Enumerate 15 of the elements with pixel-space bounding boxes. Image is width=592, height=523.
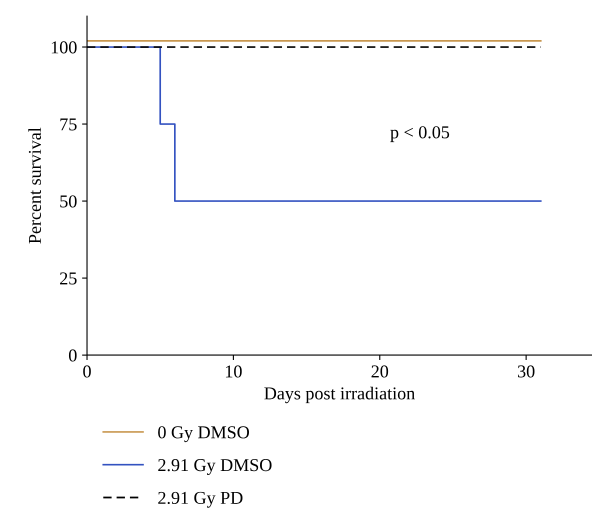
annotation: p < 0.05 <box>390 126 450 142</box>
legend-label: 2.91 Gy PD <box>158 492 242 508</box>
x-tick-label: 0 <box>83 365 91 378</box>
x-tick-label: 10 <box>226 365 242 378</box>
x-tick-label: 30 <box>518 365 534 378</box>
x-tick-label: 20 <box>372 365 388 378</box>
y-tick-label: 75 <box>60 118 77 130</box>
legend-label: 0 Gy DMSO <box>158 426 249 442</box>
x-axis-title: Days post irradiation <box>264 386 415 404</box>
y-tick-label: 100 <box>52 41 77 54</box>
y-tick-label: 25 <box>60 272 77 285</box>
y-tick-label: 50 <box>60 195 77 208</box>
legend-label: 2.91 Gy DMSO <box>158 459 272 475</box>
y-axis-title: Percent survival <box>28 128 41 244</box>
y-tick-label: 0 <box>68 349 77 362</box>
